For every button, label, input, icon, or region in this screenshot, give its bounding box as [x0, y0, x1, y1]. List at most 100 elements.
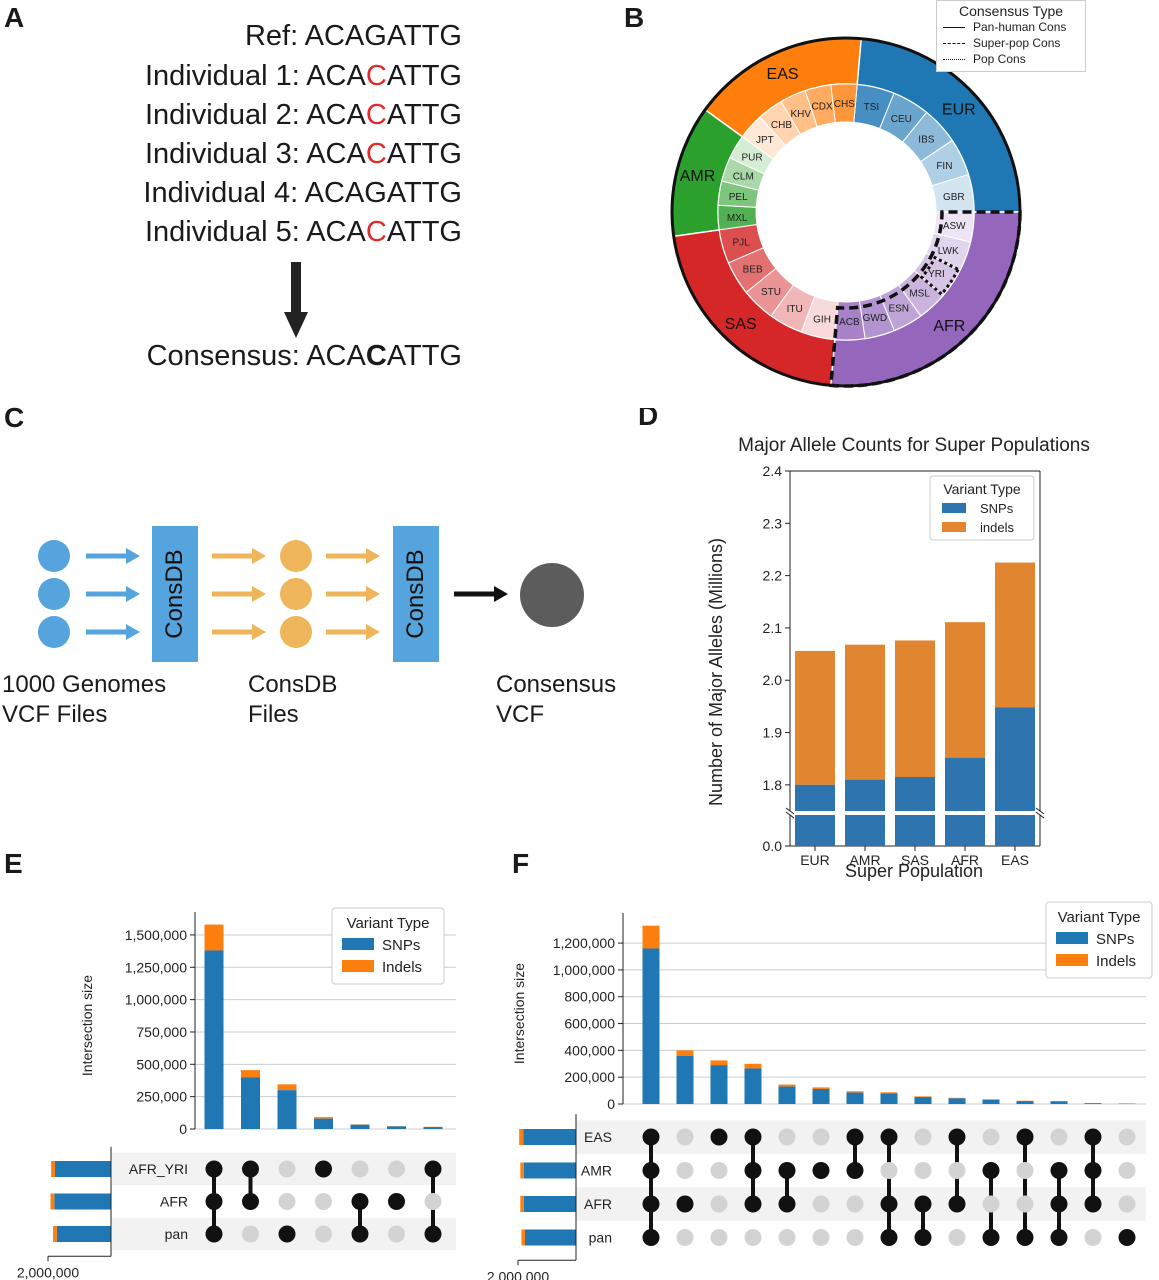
- axis-break-mark: [785, 807, 795, 815]
- legend-label-indels: Indels: [1096, 953, 1136, 970]
- intersection-indel-bar: [676, 1050, 694, 1056]
- matrix-dot-filled: [880, 1229, 898, 1246]
- axis-break-mark: [1035, 811, 1045, 819]
- matrix-dot-filled: [778, 1162, 796, 1179]
- dotted-line-swatch: [943, 58, 965, 60]
- pop-label-pjl: PJL: [732, 237, 750, 248]
- intersection-snp-bar: [1016, 1101, 1034, 1104]
- intersection-snp-bar: [642, 948, 660, 1104]
- sequence-row-5: Individual 5: ACACATTG: [144, 216, 462, 248]
- panel-c-letter: C: [4, 402, 25, 433]
- intersection-indel-bar: [914, 1096, 932, 1098]
- matrix-dot-filled: [710, 1128, 728, 1146]
- set-label-afr_yri: AFR_YRI: [129, 1161, 188, 1177]
- indel-bar-eur: [795, 650, 835, 785]
- panel-d-letter: D: [638, 400, 659, 431]
- superpop-label-afr: AFR: [933, 318, 965, 335]
- consdb-files-label: ConsDB Files: [248, 671, 338, 728]
- y-tick-label: 800,000: [564, 989, 615, 1005]
- set-label-pan: pan: [165, 1226, 188, 1242]
- matrix-dot-filled: [846, 1128, 864, 1146]
- matrix-dot-empty: [424, 1193, 442, 1210]
- snp-bar-amr: [845, 779, 885, 811]
- consdb-box-1: ConsDB: [152, 526, 198, 662]
- intersection-indel-bar: [204, 924, 224, 951]
- intersection-indel-bar: [710, 1060, 728, 1066]
- matrix-dot-filled: [1084, 1128, 1102, 1146]
- matrix-dot-filled: [205, 1160, 223, 1178]
- set-label-afr: AFR: [160, 1194, 188, 1210]
- legend-swatch-indels: [342, 960, 374, 972]
- pop-label-gwd: GWD: [863, 313, 887, 324]
- pop-label-acb: ACB: [839, 317, 860, 328]
- matrix-dot-empty: [778, 1229, 796, 1246]
- panel-a-letter: A: [4, 2, 25, 33]
- set-size-tick-label: 2,000,000: [487, 1268, 549, 1280]
- pop-label-yri: YRI: [928, 269, 945, 280]
- consensus-sequence: Consensus: ACACATTG: [146, 340, 462, 372]
- pop-label-itu: ITU: [787, 304, 803, 315]
- intersection-indel-bar: [880, 1092, 898, 1094]
- set-size-snp-bar: [523, 1196, 576, 1212]
- set-size-tick-label: 2,000,000: [17, 1264, 79, 1280]
- consensus-down-arrow: [284, 262, 308, 340]
- x-axis-label: Super Population: [845, 861, 983, 881]
- consdb-file-circle: [280, 578, 312, 610]
- y-tick-label: 1.8: [763, 777, 783, 793]
- matrix-dot-filled: [880, 1128, 898, 1146]
- y-tick-label: 400,000: [564, 1042, 615, 1058]
- snp-bar-base-amr: [845, 815, 885, 846]
- y-axis-label: Number of Major Alleles (Millions): [706, 538, 726, 806]
- matrix-dot-filled: [1050, 1162, 1068, 1179]
- set-size-indel-bar: [520, 1196, 524, 1212]
- pop-label-chs: CHS: [834, 99, 855, 110]
- indel-bar-sas: [895, 640, 935, 777]
- snp-bar-base-sas: [895, 815, 935, 846]
- indel-bar-afr: [945, 622, 985, 758]
- pop-label-ceu: CEU: [891, 114, 912, 125]
- legend-swatch-snps: [342, 938, 374, 950]
- matrix-dot-filled: [982, 1229, 1000, 1246]
- axis-break-mark: [785, 811, 795, 819]
- orange-arrow-head: [366, 548, 380, 564]
- matrix-dot-filled: [642, 1162, 660, 1179]
- superpop-label-amr: AMR: [680, 168, 716, 185]
- orange-arrow-head: [252, 624, 266, 640]
- consdb-file-circle: [280, 616, 312, 648]
- vcf-file-circle: [38, 578, 70, 610]
- matrix-dot-empty: [676, 1229, 694, 1246]
- intersection-snp-bar: [880, 1093, 898, 1104]
- matrix-dot-filled: [812, 1162, 830, 1179]
- intersection-snp-bar: [948, 1098, 966, 1104]
- matrix-dot-filled: [642, 1195, 660, 1213]
- matrix-dot-filled: [351, 1225, 369, 1243]
- solid-line-swatch: [943, 26, 965, 28]
- y-tick-label: 2.3: [763, 515, 783, 531]
- blue-arrow-head: [126, 624, 140, 640]
- set-label-amr: AMR: [581, 1163, 612, 1179]
- set-size-indel-bar: [521, 1229, 525, 1246]
- matrix-dot-empty: [388, 1225, 405, 1243]
- matrix-dot-filled: [424, 1225, 442, 1243]
- legend-label-snps: SNPs: [382, 937, 420, 954]
- intersection-indel-bar: [241, 1070, 260, 1078]
- sequence-row-1: Individual 1: ACACATTG: [144, 60, 462, 92]
- matrix-dot-empty: [812, 1128, 830, 1146]
- set-label-afr: AFR: [584, 1196, 612, 1212]
- matrix-dot-empty: [812, 1229, 830, 1246]
- pop-label-msl: MSL: [909, 288, 930, 299]
- y-tick-label: 1,200,000: [553, 935, 615, 951]
- intersection-indel-bar: [314, 1117, 333, 1119]
- y-tick-label: 2.1: [763, 620, 783, 636]
- matrix-dot-empty: [846, 1195, 864, 1213]
- y-tick-label: 1,000,000: [125, 992, 187, 1008]
- legend-pop: Pop Cons: [973, 52, 1026, 66]
- matrix-dot-empty: [1118, 1162, 1136, 1179]
- matrix-dot-empty: [315, 1225, 332, 1243]
- matrix-dot-filled: [846, 1162, 864, 1179]
- panel-e-letter: E: [4, 848, 23, 879]
- y-tick-label: 600,000: [564, 1016, 615, 1032]
- pop-label-jpt: JPT: [756, 135, 774, 146]
- pop-label-chb: CHB: [771, 120, 792, 131]
